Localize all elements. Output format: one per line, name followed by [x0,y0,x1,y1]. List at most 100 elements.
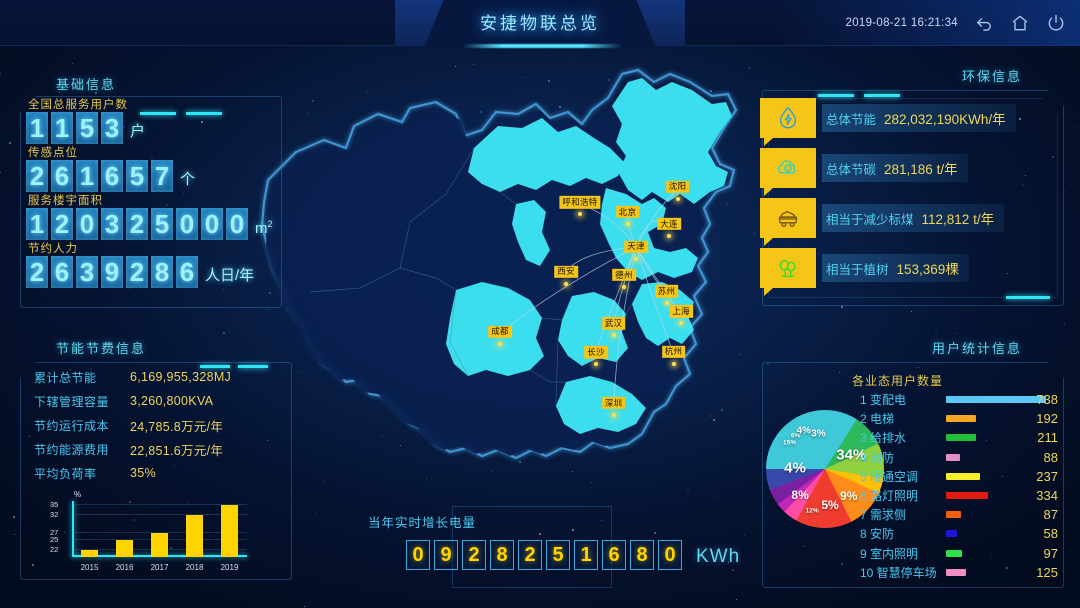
legend-item-需求侧[interactable]: 7 需求侧 87 [860,505,1060,524]
digit-cell: 2 [51,208,73,240]
counter-digit-7: 6 [602,540,626,570]
city-label-上海[interactable]: 上海 [669,305,693,318]
legend-item-暖通空调[interactable]: 5 暖通空调 237 [860,467,1060,486]
basic-info-value-2: 1 2 0 3 2 5 0 0 0 m2 [26,208,280,240]
city-dot-苏州 [664,301,669,306]
city-dot-武汉 [611,333,616,338]
bar-chart-ytick: 35 [50,499,59,509]
bar-chart-ytick: 27 [50,527,59,537]
svg-text:C: C [786,166,790,172]
city-label-杭州[interactable]: 杭州 [661,345,686,359]
legend-value-3: 88 [1043,449,1058,465]
city-dot-沈阳 [675,196,680,201]
env-key-3: 相当于植树 [826,262,889,277]
counter-digit-2: 2 [462,540,486,570]
city-label-苏州[interactable]: 苏州 [654,285,679,298]
header-actions: 2019-08-21 16:21:34 [846,0,1067,46]
back-icon[interactable] [974,13,994,33]
city-label-北京[interactable]: 北京 [615,205,640,219]
env-info-tick-2 [864,94,900,97]
bar-2015[interactable] [81,550,98,557]
bar-chart-xtick: 2015 [80,563,99,572]
city-label-长沙[interactable]: 长沙 [584,346,608,359]
basic-info-label-0: 全国总服务用户数 [28,99,128,111]
saving-row: 节约能源费用 22,851.6万元/年 [20,437,292,461]
basic-info-value-3: 2 6 3 9 2 8 6 人日/年 [26,256,280,288]
energy-drop-icon [760,98,816,138]
bar-2016[interactable] [116,539,133,557]
legend-label-0: 1 变配电 [860,393,907,408]
legend-item-变配电[interactable]: 1 变配电 738 [860,390,1060,409]
legend-value-4: 237 [1036,468,1058,484]
city-dot-北京 [625,222,630,227]
legend-item-电梯[interactable]: 2 电梯 192 [860,409,1060,428]
pie-label-5: 4% [784,459,806,477]
legend-bar-7 [946,530,957,538]
city-label-成都[interactable]: 成都 [488,325,512,338]
bar-2017[interactable] [151,532,168,557]
legend-item-消防[interactable]: 4 消防 88 [860,448,1060,467]
bar-chart-ytick: 32 [50,510,59,519]
digit-cell: 9 [101,256,123,288]
legend-bar-4 [946,472,980,480]
carbon-cloud-icon: C [760,148,816,188]
power-icon[interactable] [1046,13,1066,33]
pie-label-2: 5% [821,497,839,512]
city-label-沈阳[interactable]: 沈阳 [665,180,690,193]
env-body-3: 相当于植树 153,369棵 [822,254,969,282]
bar-2018[interactable] [186,515,203,557]
legend-item-室内照明[interactable]: 9 室内照明 97 [860,544,1060,563]
china-map[interactable]: 沈阳呼和浩特北京大连 天津西安 德州苏州上海成都 武汉长沙 杭州深圳 [250,52,750,512]
bar-chart-ytick: 25 [50,534,59,544]
city-label-大连[interactable]: 大连 [657,217,681,231]
legend-value-2: 211 [1037,430,1058,446]
digit-cell: 2 [126,208,148,240]
digit-cell: 1 [51,112,73,144]
legend-value-0: 738 [1036,392,1058,408]
bar-chart-ytick: 22 [50,545,59,554]
city-dot-德州 [622,285,626,290]
saving-info-panel: 累计总节能 6,169,955,328MJ 下辖管理容量 3,260,800KV… [20,365,292,503]
city-label-深圳[interactable]: 深圳 [601,396,626,410]
coal-cart-icon [760,198,816,238]
legend-label-8: 9 室内照明 [860,546,919,561]
city-dot-天津 [634,256,638,261]
city-label-layer: 沈阳呼和浩特北京大连 天津西安 德州苏州上海成都 武汉长沙 杭州深圳 [250,52,750,512]
pie-label-1: 9% [840,489,858,503]
legend-bar-5 [946,492,988,500]
saving-value-0: 6,169,955,328MJ [130,370,232,384]
bar-2019[interactable] [221,504,238,557]
digit-cell: 8 [151,256,173,288]
business-type-pie-chart[interactable]: 34% 9% 5% 12% 8% 4% 15% 6% 4% 3% [766,410,884,528]
home-icon[interactable] [1010,13,1030,33]
saving-value-3: 22,851.6万元/年 [130,443,224,458]
city-label-德州[interactable]: 德州 [612,268,636,282]
counter-label: 当年实时增长电量 [368,516,477,530]
city-label-呼和浩特[interactable]: 呼和浩特 [559,196,601,209]
legend-item-智慧停车场[interactable]: 10 智慧停车场 125 [860,563,1060,582]
legend-label-3: 4 消防 [860,450,895,465]
env-value-1: 281,186 t/年 [884,162,958,177]
legend-item-路灯照明[interactable]: 6 路灯照明 334 [860,486,1060,505]
digit-cell: 5 [126,160,148,192]
legend-item-安防[interactable]: 8 安防 58 [860,524,1060,543]
legend-item-给排水[interactable]: 3 给排水 211 [860,428,1060,447]
saving-info-tick-2 [238,365,268,368]
legend-value-1: 192 [1036,411,1058,427]
env-row-1: C 总体节碳 281,186 t/年 [760,146,1062,190]
city-dot-长沙 [594,362,598,367]
digit-cell: 0 [176,208,198,240]
saving-key-3: 节约能源费用 [34,442,110,457]
pie-label-3: 12% [805,507,819,515]
city-label-西安[interactable]: 西安 [554,265,578,279]
city-label-天津[interactable]: 天津 [624,240,648,253]
digit-cell: 1 [26,112,48,144]
saving-value-2: 24,785.8万元/年 [130,419,224,434]
city-label-武汉[interactable]: 武汉 [601,317,626,330]
city-dot-上海 [679,321,683,326]
env-key-1: 总体节碳 [826,162,877,177]
env-info-tick-3 [1006,296,1050,299]
load-rate-bar-chart[interactable]: % 22 25 27 32 35 2015 2016 2017 2018 2019 [42,490,252,575]
bar-chart-xtick: 2018 [185,563,204,572]
